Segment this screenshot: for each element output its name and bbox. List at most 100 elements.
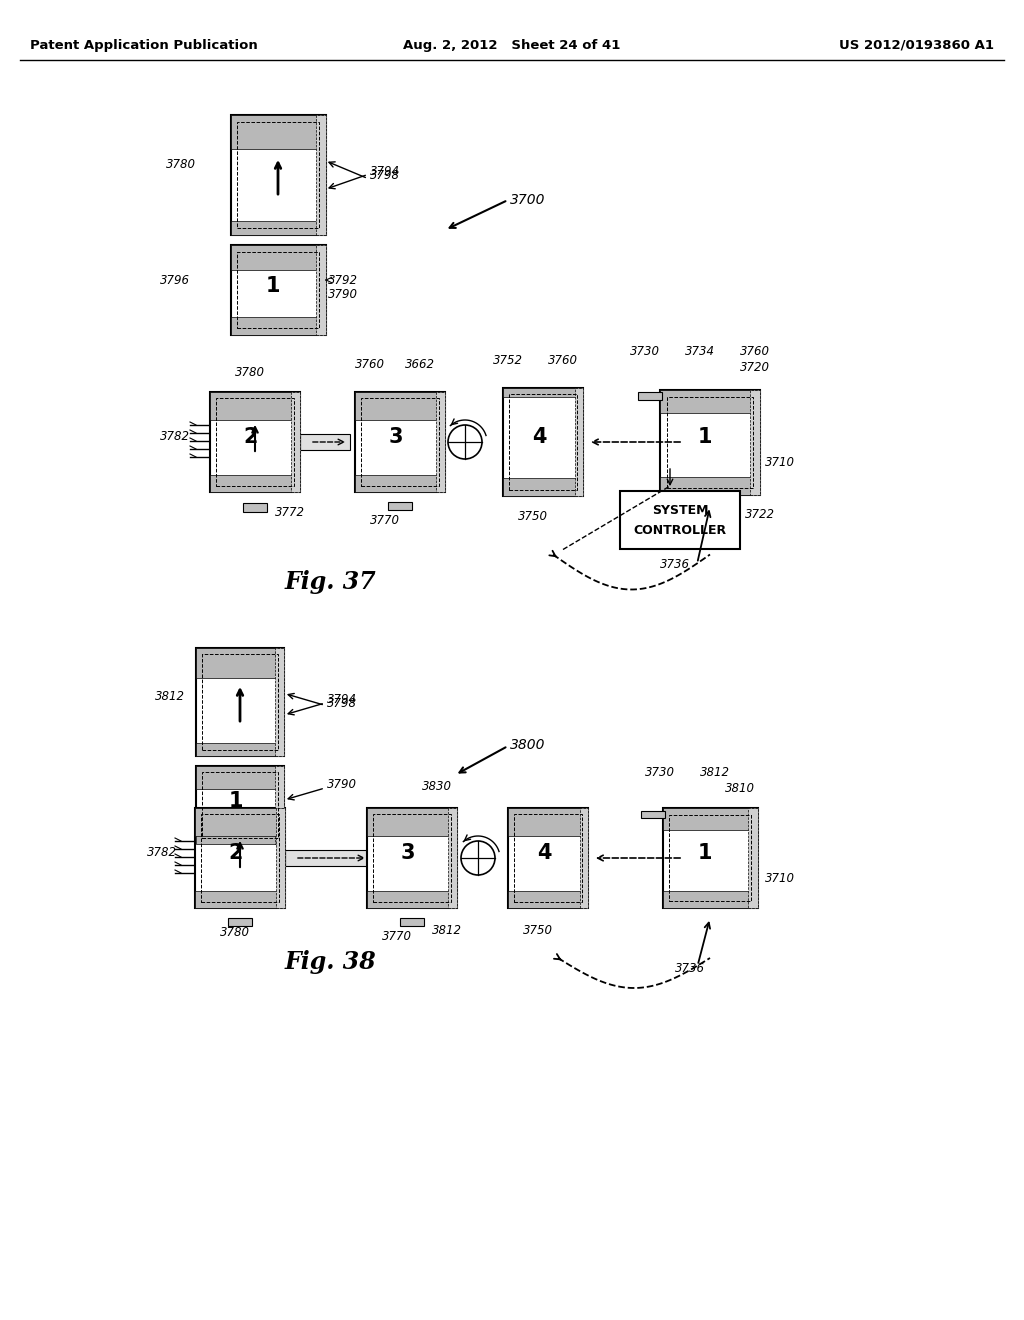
Bar: [202, 655, 278, 750]
Text: 2: 2: [228, 843, 243, 863]
Bar: [228, 917, 252, 927]
Bar: [196, 743, 284, 756]
Bar: [238, 121, 318, 228]
Bar: [575, 388, 583, 496]
Bar: [230, 246, 326, 271]
Bar: [580, 808, 588, 908]
Bar: [669, 814, 751, 902]
Text: SYSTEM: SYSTEM: [651, 503, 709, 516]
Text: 1: 1: [698, 843, 713, 863]
Text: 3730: 3730: [645, 767, 675, 780]
Text: 3750: 3750: [523, 924, 553, 936]
Text: 3796: 3796: [160, 273, 190, 286]
Bar: [361, 399, 438, 486]
Bar: [276, 808, 285, 908]
Bar: [367, 808, 457, 836]
Bar: [210, 392, 300, 420]
Text: 1: 1: [697, 426, 713, 446]
Bar: [230, 317, 326, 335]
Bar: [202, 772, 278, 838]
Text: 3760: 3760: [548, 354, 578, 367]
Text: 3794: 3794: [327, 693, 357, 706]
Bar: [503, 478, 583, 496]
Bar: [750, 389, 760, 495]
Bar: [660, 477, 760, 495]
Text: 3798: 3798: [370, 169, 400, 182]
Bar: [638, 392, 662, 400]
Text: 1: 1: [266, 276, 281, 296]
Text: 3782: 3782: [160, 430, 190, 444]
Bar: [509, 393, 578, 491]
Bar: [230, 115, 326, 149]
Bar: [620, 491, 740, 549]
Circle shape: [449, 425, 482, 459]
Text: Fig. 38: Fig. 38: [284, 950, 376, 974]
Text: 3700: 3700: [510, 193, 546, 207]
Text: 3736: 3736: [660, 558, 690, 572]
Text: 3810: 3810: [725, 781, 755, 795]
Bar: [291, 392, 300, 492]
Bar: [195, 808, 285, 836]
Bar: [230, 115, 326, 235]
Bar: [367, 891, 457, 908]
Bar: [449, 808, 457, 908]
Bar: [275, 766, 284, 843]
Bar: [508, 808, 588, 836]
Text: 3730: 3730: [630, 345, 660, 358]
Text: 4: 4: [531, 426, 546, 446]
Text: 3736: 3736: [675, 961, 705, 974]
Text: 3770: 3770: [382, 929, 412, 942]
Text: 3710: 3710: [765, 871, 795, 884]
Text: 3812: 3812: [432, 924, 462, 936]
Text: US 2012/0193860 A1: US 2012/0193860 A1: [839, 38, 994, 51]
Bar: [508, 808, 588, 908]
Text: 3792: 3792: [328, 273, 358, 286]
Circle shape: [461, 841, 495, 875]
Text: 3772: 3772: [275, 506, 305, 519]
Bar: [663, 808, 758, 908]
Bar: [667, 396, 753, 487]
Text: 3722: 3722: [745, 508, 775, 521]
Bar: [508, 891, 588, 908]
Bar: [316, 115, 326, 235]
Bar: [196, 648, 284, 678]
Bar: [388, 502, 412, 510]
Text: 3798: 3798: [327, 697, 357, 710]
Text: CONTROLLER: CONTROLLER: [634, 524, 727, 536]
Text: 1: 1: [228, 791, 243, 810]
Bar: [196, 766, 284, 789]
Bar: [275, 648, 284, 756]
Bar: [663, 808, 758, 830]
Bar: [660, 389, 760, 413]
Bar: [400, 917, 424, 927]
Text: 3790: 3790: [328, 289, 358, 301]
Bar: [663, 891, 758, 908]
Bar: [196, 766, 284, 843]
Text: 2: 2: [244, 426, 258, 447]
Bar: [238, 252, 318, 329]
Text: 3790: 3790: [327, 779, 357, 792]
Bar: [230, 246, 326, 335]
Bar: [660, 389, 760, 495]
Bar: [285, 850, 370, 866]
Text: 3794: 3794: [370, 165, 400, 178]
Bar: [195, 891, 285, 908]
Text: 3: 3: [400, 843, 415, 863]
Text: 3: 3: [388, 426, 402, 447]
Text: 3780: 3780: [166, 158, 196, 172]
Bar: [355, 392, 445, 420]
Text: 4: 4: [537, 843, 551, 863]
Text: 3770: 3770: [370, 513, 400, 527]
Bar: [196, 826, 284, 843]
Bar: [514, 813, 583, 903]
Bar: [436, 392, 445, 492]
Bar: [367, 808, 457, 908]
Bar: [503, 388, 583, 396]
Text: 3830: 3830: [422, 780, 452, 792]
Text: Patent Application Publication: Patent Application Publication: [30, 38, 258, 51]
Bar: [374, 814, 451, 902]
Bar: [202, 814, 279, 902]
Text: 3760: 3760: [740, 345, 770, 358]
Text: 3710: 3710: [765, 455, 795, 469]
Text: 3780: 3780: [234, 366, 265, 379]
